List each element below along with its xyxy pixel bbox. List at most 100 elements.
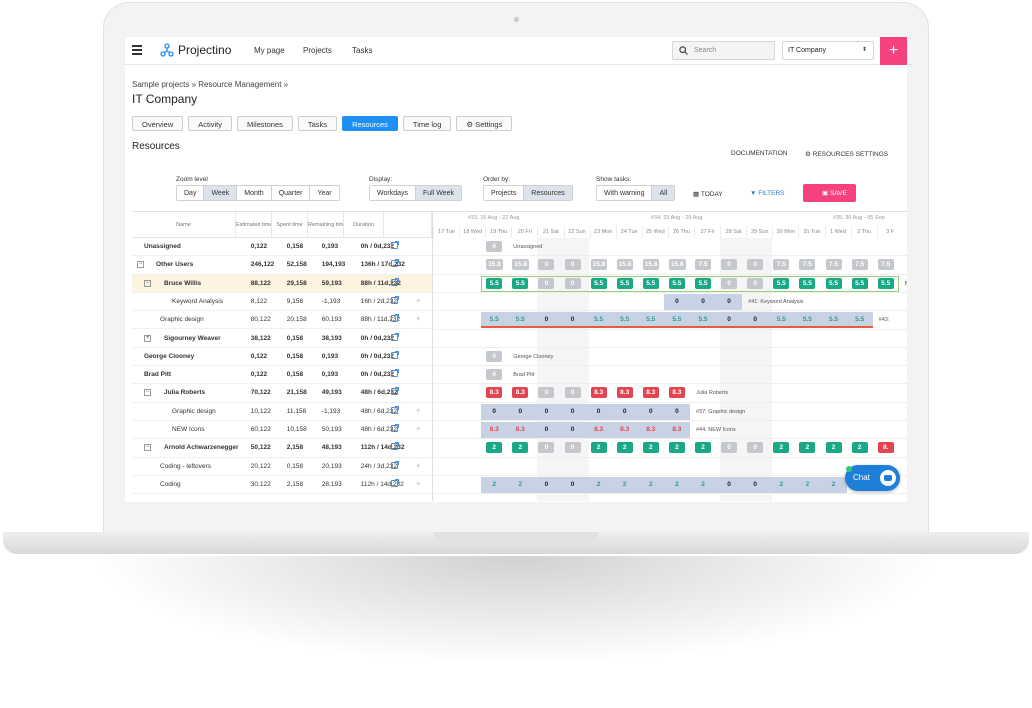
tab-time-log[interactable]: Time log — [402, 116, 452, 131]
external-link-icon[interactable] — [391, 369, 399, 378]
load-badge[interactable]: 2 — [695, 442, 711, 454]
expand-icon[interactable]: + — [144, 334, 151, 342]
external-link-icon[interactable] — [391, 405, 399, 414]
task-bar[interactable] — [481, 275, 899, 292]
tab-settings[interactable]: ⚙ Settings — [456, 116, 513, 131]
chat-button[interactable]: Chat — [845, 465, 900, 491]
tab-tasks[interactable]: Tasks — [297, 116, 338, 131]
table-row[interactable]: − Bruce Willis 88,122 29,158 59,193 88h / 11d… — [132, 274, 432, 293]
load-badge[interactable]: 5.5 — [590, 277, 607, 289]
external-link-icon[interactable] — [391, 295, 399, 304]
documentation-link[interactable]: DOCUMENTATION — [731, 150, 788, 157]
order-projects[interactable]: Projects — [484, 186, 525, 200]
load-badge[interactable]: 5.5 — [773, 277, 790, 289]
load-badge[interactable]: 7.5 — [851, 259, 868, 271]
load-badge[interactable]: 8.3 — [642, 387, 659, 399]
load-badge[interactable]: 0 — [564, 387, 581, 399]
collapse-icon[interactable]: − — [144, 444, 151, 452]
filters-button[interactable]: ▼ FILTERS — [750, 190, 785, 197]
zoom-week[interactable]: Week — [204, 186, 238, 200]
load-badge[interactable]: 15.8 — [616, 259, 634, 271]
load-badge[interactable]: 5.5 — [486, 277, 503, 289]
load-badge[interactable]: 7.5 — [799, 259, 816, 271]
external-link-icon[interactable] — [391, 387, 399, 396]
collapse-icon[interactable]: − — [144, 389, 151, 397]
zoom-month[interactable]: Month — [237, 186, 272, 200]
load-badge[interactable]: 15.8 — [590, 259, 608, 271]
company-select[interactable]: IT Company ⬍ — [782, 41, 874, 60]
load-badge[interactable]: 0 — [538, 277, 555, 289]
external-link-icon[interactable] — [391, 424, 399, 432]
external-link-icon[interactable] — [391, 350, 399, 359]
load-badge[interactable]: 2 — [799, 442, 816, 454]
load-badge[interactable]: 0 — [747, 259, 764, 271]
add-icon[interactable]: + — [416, 405, 421, 415]
load-badge[interactable]: 0 — [721, 259, 738, 271]
load-badge[interactable]: 5.5 — [877, 277, 894, 289]
task-bar[interactable] — [481, 422, 690, 438]
table-row[interactable]: Brad Pitt 0,122 0,158 0,193 0h / 0d,232 — [132, 366, 432, 385]
external-link-icon[interactable] — [391, 314, 399, 323]
col-header-name[interactable]: Name — [132, 212, 236, 238]
zoom-quarter[interactable]: Quarter — [271, 186, 311, 200]
table-row[interactable]: Keyword Analysis 8,122 9,158 -1,193 16h / 2d… — [132, 293, 432, 312]
table-row[interactable]: George Clooney 0,122 0,158 0,193 0h / 0d,232 — [132, 348, 432, 367]
menu-icon[interactable] — [132, 45, 142, 55]
load-badge[interactable]: 2 — [825, 442, 842, 454]
col-header-spent[interactable]: Spent time — [272, 212, 308, 238]
col-header-duration[interactable]: Duration — [344, 212, 384, 238]
load-badge[interactable]: 8.3 — [486, 387, 503, 399]
save-button[interactable]: ▣ SAVE — [803, 184, 856, 202]
load-badge[interactable]: 0 — [564, 277, 581, 289]
add-icon[interactable]: + — [416, 314, 421, 324]
load-badge[interactable]: 8.3 — [512, 387, 529, 399]
table-row[interactable]: Unassigned 0,122 0,158 0,193 0h / 0d,232 — [132, 238, 432, 257]
load-badge[interactable]: 0 — [747, 277, 764, 289]
col-header-estimated[interactable]: Estimated time — [236, 212, 272, 238]
task-bar[interactable] — [481, 403, 690, 420]
external-link-icon[interactable] — [391, 259, 399, 268]
logo[interactable]: Projectino — [160, 43, 231, 57]
today-button[interactable]: ▦ TODAY — [693, 190, 723, 198]
load-badge[interactable]: 2 — [642, 442, 659, 454]
tab-overview[interactable]: Overview — [132, 116, 184, 131]
add-button[interactable]: + — [880, 37, 907, 65]
load-badge[interactable]: 5.5 — [825, 277, 842, 289]
add-icon[interactable]: + — [416, 295, 421, 305]
load-badge[interactable]: 0 — [486, 350, 503, 362]
load-badge[interactable]: 2 — [773, 442, 790, 454]
load-badge[interactable]: 5.5 — [695, 277, 711, 289]
collapse-icon[interactable]: − — [137, 261, 144, 269]
task-bar[interactable] — [481, 476, 847, 493]
external-link-icon[interactable] — [391, 277, 399, 286]
zoom-year[interactable]: Year — [310, 186, 339, 200]
load-badge[interactable]: 2 — [616, 442, 633, 454]
load-badge[interactable]: 5.5 — [799, 277, 816, 289]
load-badge[interactable]: 0 — [564, 259, 581, 271]
table-row[interactable]: + Sigourney Weaver 38,122 0,158 38,193 0h / 0… — [132, 330, 432, 348]
load-badge[interactable]: 5.5 — [512, 277, 529, 289]
load-badge[interactable]: 7.5 — [773, 259, 790, 271]
table-row[interactable]: − Julia Roberts 70,122 21,158 49,193 48h / 6d… — [132, 384, 432, 403]
task-bar[interactable] — [663, 293, 743, 310]
add-icon[interactable]: + — [416, 460, 421, 470]
table-row[interactable]: Graphic design 10,122 11,158 -1,193 48h / 6d… — [132, 403, 432, 421]
load-badge[interactable]: 0 — [486, 369, 503, 381]
load-badge[interactable]: 0 — [564, 442, 581, 454]
load-badge[interactable]: 15.8 — [486, 259, 503, 271]
add-icon[interactable]: + — [416, 424, 421, 433]
col-header-remaining[interactable]: Remaining time — [308, 212, 344, 238]
table-row[interactable]: − Arnold Achwarzenegger 50,122 2,158 48,193 1… — [132, 439, 432, 458]
load-badge[interactable]: 5.5 — [642, 277, 659, 289]
table-row[interactable]: Coding 30,122 2,158 28,193 112h / 14d,232 + — [132, 476, 432, 495]
external-link-icon[interactable] — [391, 332, 399, 341]
display-workdays[interactable]: Workdays — [370, 186, 416, 200]
load-badge[interactable]: 2 — [668, 442, 685, 454]
load-badge[interactable]: 0 — [747, 442, 764, 454]
load-badge[interactable]: 0 — [721, 442, 738, 454]
add-icon[interactable]: + — [416, 478, 421, 488]
external-link-icon[interactable] — [391, 241, 399, 249]
table-row[interactable]: Coding - leftovers 20,122 0,158 20,193 24h /… — [132, 458, 432, 476]
search-input[interactable]: Search — [672, 41, 775, 60]
show-with-warning[interactable]: With warning — [597, 186, 653, 200]
